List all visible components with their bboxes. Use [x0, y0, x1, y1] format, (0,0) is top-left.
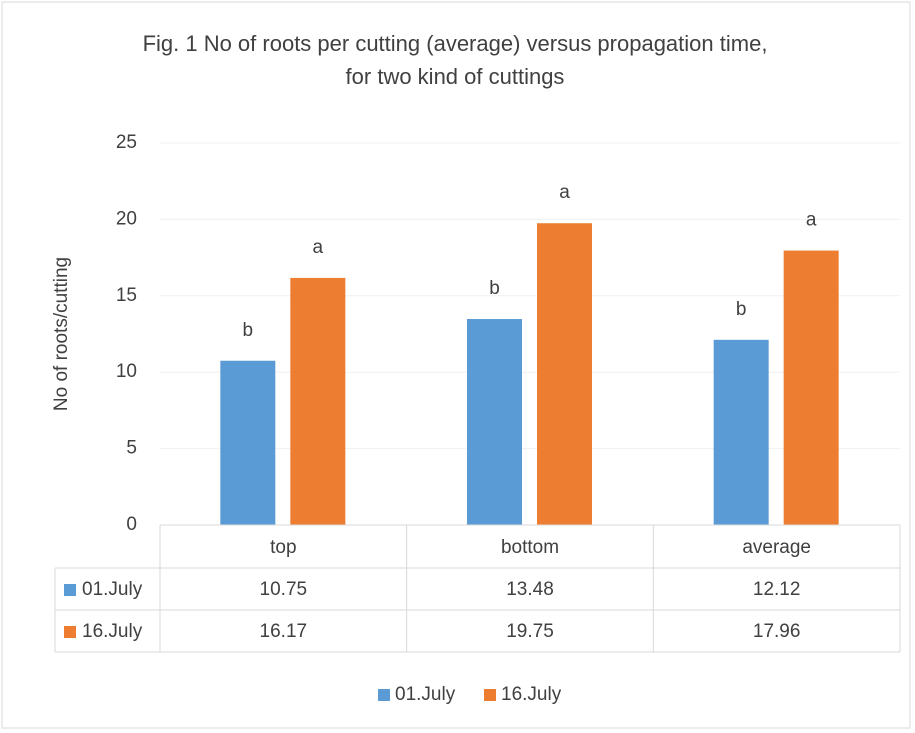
- bar: [220, 360, 276, 525]
- x-tick-label: top: [270, 537, 296, 558]
- table-legend-key: [64, 584, 76, 596]
- y-tick-label: 25: [116, 132, 137, 153]
- chart-title: Fig. 1 No of roots per cutting (average)…: [143, 31, 768, 56]
- legend-label: 01.July: [395, 684, 456, 705]
- bar: [467, 319, 522, 525]
- legend-key: [484, 689, 496, 701]
- bar-annotation: a: [559, 182, 570, 203]
- bar: [537, 223, 592, 525]
- bar: [783, 250, 839, 525]
- table-cell: 10.75: [260, 579, 308, 600]
- legend-key: [378, 689, 390, 701]
- table-row-label: 16.July: [82, 621, 143, 642]
- y-tick-label: 0: [126, 514, 137, 535]
- table-cell: 17.96: [753, 621, 801, 642]
- table-row-label: 01.July: [82, 579, 143, 600]
- table-cell: 12.12: [753, 579, 801, 600]
- bar-annotation: a: [313, 237, 324, 258]
- table-legend-key: [64, 626, 76, 638]
- y-tick-label: 15: [116, 285, 137, 306]
- table-cell: 16.17: [260, 621, 308, 642]
- legend-label: 16.July: [501, 684, 562, 705]
- chart-title: for two kind of cuttings: [346, 64, 565, 89]
- bar-annotation: a: [806, 210, 817, 231]
- y-tick-label: 5: [126, 438, 137, 459]
- y-axis-label: No of roots/cutting: [51, 257, 72, 411]
- x-tick-label: average: [742, 537, 811, 558]
- bar: [713, 339, 769, 525]
- table-cell: 19.75: [506, 621, 554, 642]
- y-tick-label: 10: [116, 361, 137, 382]
- bar-annotation: b: [736, 299, 747, 320]
- table-cell: 13.48: [506, 579, 554, 600]
- bar: [290, 277, 346, 525]
- bar-annotation: b: [489, 278, 500, 299]
- y-tick-label: 20: [116, 208, 137, 229]
- x-tick-label: bottom: [501, 537, 559, 558]
- bar-annotation: b: [243, 320, 254, 341]
